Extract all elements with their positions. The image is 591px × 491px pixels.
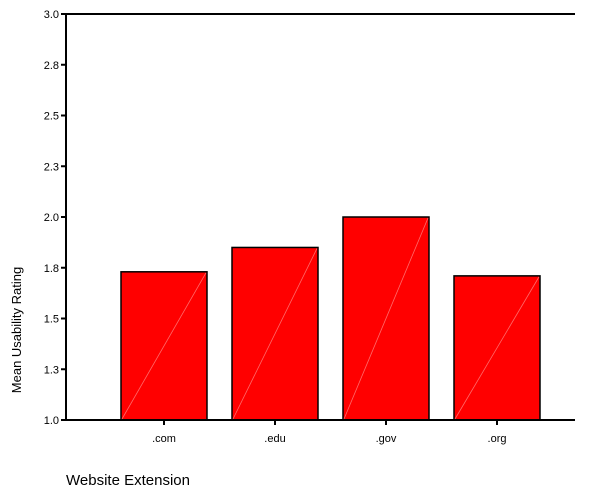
y-tick-label: 2.0	[44, 212, 59, 224]
x-axis-title: Website Extension	[66, 472, 190, 489]
y-tick-label: 2.5	[44, 111, 59, 123]
x-tick-label: .gov	[376, 433, 397, 445]
x-tick-label: .com	[152, 433, 176, 445]
y-axis-ticks: 3.0 2.8 2.5 2.3 2.0 1.8 1.5 1.3 1.0	[44, 9, 66, 427]
bars	[120, 216, 541, 421]
x-tick-label: .org	[488, 433, 507, 445]
y-tick-label: 1.3	[44, 364, 59, 376]
y-axis-title: Mean Usability Rating	[9, 267, 24, 393]
y-tick-label: 2.8	[44, 60, 59, 72]
bar-sheen	[121, 272, 207, 420]
bar-sheen	[454, 276, 540, 420]
y-tick-label: 1.0	[44, 415, 59, 427]
x-axis-ticks: .com .edu .gov .org	[152, 420, 506, 445]
x-tick-label: .edu	[264, 433, 285, 445]
y-tick-label: 1.8	[44, 263, 59, 275]
y-tick-label: 2.3	[44, 161, 59, 173]
y-tick-label: 1.5	[44, 314, 59, 326]
bar-sheen	[232, 248, 318, 420]
bar-sheen	[343, 217, 429, 420]
y-tick-label: 3.0	[44, 9, 59, 21]
